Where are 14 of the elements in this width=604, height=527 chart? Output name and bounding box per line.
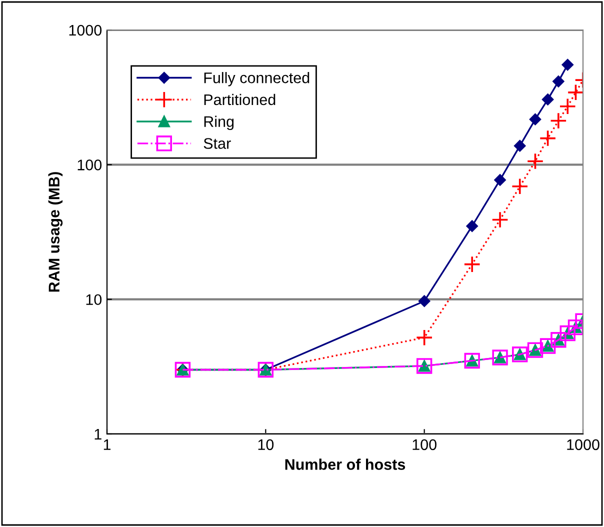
- y-tick-label: 1000: [69, 24, 102, 36]
- x-tick-label: 100: [412, 439, 436, 450]
- legend-label: Fully connected: [204, 72, 310, 86]
- legend-label: Partitioned: [204, 94, 276, 106]
- y-tick-label: 100: [78, 160, 102, 170]
- legend-label: Ring: [204, 116, 234, 130]
- legend-label: Star: [204, 138, 231, 149]
- x-axis-title: Number of hosts: [285, 458, 406, 470]
- y-tick-label: 1: [94, 429, 102, 440]
- x-tick-label: 1000: [567, 439, 600, 450]
- x-tick-label: 10: [258, 439, 274, 450]
- y-axis-title: RAM usage (MB): [48, 172, 63, 292]
- y-tick-label: 10: [86, 294, 102, 306]
- x-tick-label: 1: [104, 439, 111, 450]
